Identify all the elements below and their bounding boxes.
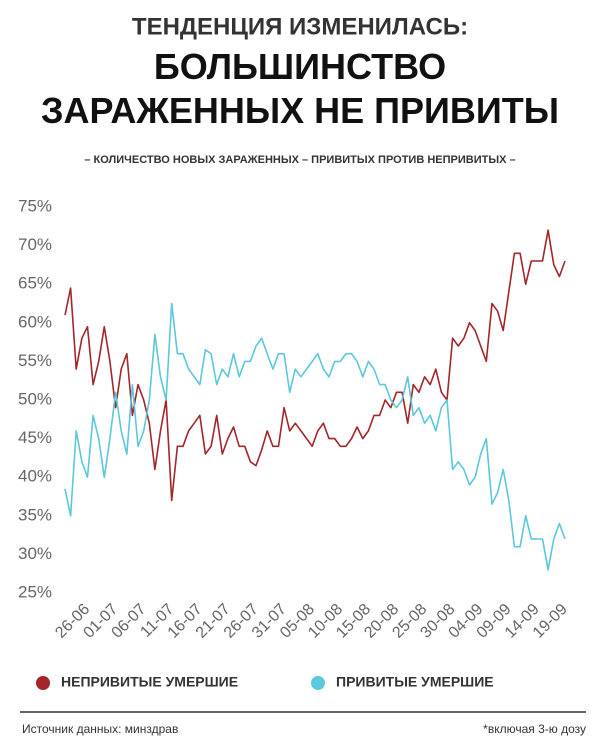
y-tick-label: 70% bbox=[18, 235, 52, 254]
y-tick-label: 25% bbox=[18, 582, 52, 601]
legend-swatch bbox=[311, 676, 325, 690]
y-tick-label: 45% bbox=[18, 428, 52, 447]
legend-swatch bbox=[36, 676, 50, 690]
source: Источник данных: минздрав bbox=[22, 722, 178, 736]
y-tick-label: 75% bbox=[18, 196, 52, 215]
series-line bbox=[64, 229, 566, 502]
legend-label: ПРИВИТЫЕ УМЕРШИЕ bbox=[336, 674, 494, 690]
chart-title: ТЕНДЕНЦИЯ ИЗМЕНИЛАСЬ: bbox=[132, 13, 468, 40]
legend-label: НЕПРИВИТЫЕ УМЕРШИЕ bbox=[61, 674, 238, 690]
y-tick-label: 60% bbox=[18, 312, 52, 331]
y-tick-label: 30% bbox=[18, 544, 52, 563]
y-tick-label: 35% bbox=[18, 505, 52, 524]
y-tick-label: 50% bbox=[18, 389, 52, 408]
note: *включая 3-ю дозу bbox=[483, 722, 586, 736]
chart-subtitle: БОЛЬШИНСТВО ЗАРАЖЕННЫХ НЕ ПРИВИТЫ bbox=[40, 46, 560, 131]
y-tick-label: 65% bbox=[18, 274, 52, 293]
subtitle-box: БОЛЬШИНСТВО ЗАРАЖЕННЫХ НЕ ПРИВИТЫ bbox=[40, 46, 560, 131]
y-tick-label: 55% bbox=[18, 351, 52, 370]
y-tick-label: 40% bbox=[18, 467, 52, 486]
series-line bbox=[64, 302, 566, 571]
chart-caption: – КОЛИЧЕСТВО НОВЫХ ЗАРАЖЕННЫХ – ПРИВИТЫХ… bbox=[84, 154, 515, 166]
